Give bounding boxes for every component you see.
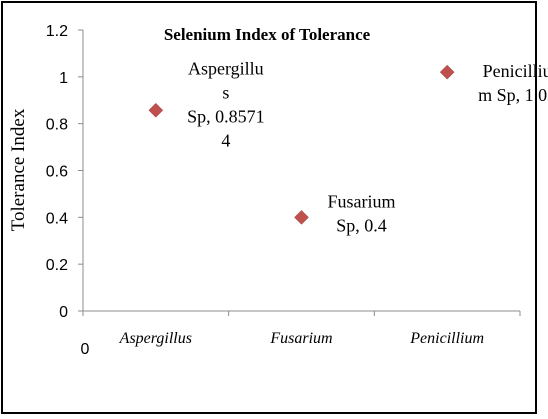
y-tick-label: 1.2	[46, 23, 68, 40]
data-label: 4	[221, 130, 230, 150]
data-point-marker	[439, 64, 455, 80]
x-category-label: Fusarium	[269, 330, 332, 347]
x-origin-label: 0	[81, 341, 90, 358]
data-label: Aspergillu	[188, 58, 264, 78]
data-label: s	[222, 82, 229, 102]
data-point-marker	[148, 102, 164, 118]
y-tick-label: 0.2	[46, 257, 68, 274]
y-tick-label: 0	[59, 304, 68, 321]
y-tick-label: 0.8	[46, 117, 68, 134]
x-category-label: Penicillium	[409, 330, 484, 347]
y-axis-label: Tolerance Index	[8, 108, 29, 231]
data-label: Fusarium	[327, 191, 395, 211]
y-tick-label: 0.4	[46, 210, 68, 227]
data-label: m Sp, 1.02	[478, 85, 548, 105]
y-tick-label: 0.6	[46, 164, 68, 181]
data-label: Penicilliu	[483, 61, 548, 81]
data-point-marker	[294, 209, 309, 225]
data-label: Sp, 0.4	[336, 215, 387, 235]
y-tick-label: 1	[59, 70, 68, 87]
data-label: Sp, 0.8571	[187, 106, 265, 126]
x-category-label: Aspergillus	[119, 330, 192, 347]
chart-title: Selenium Index of Tolerance	[164, 25, 371, 44]
